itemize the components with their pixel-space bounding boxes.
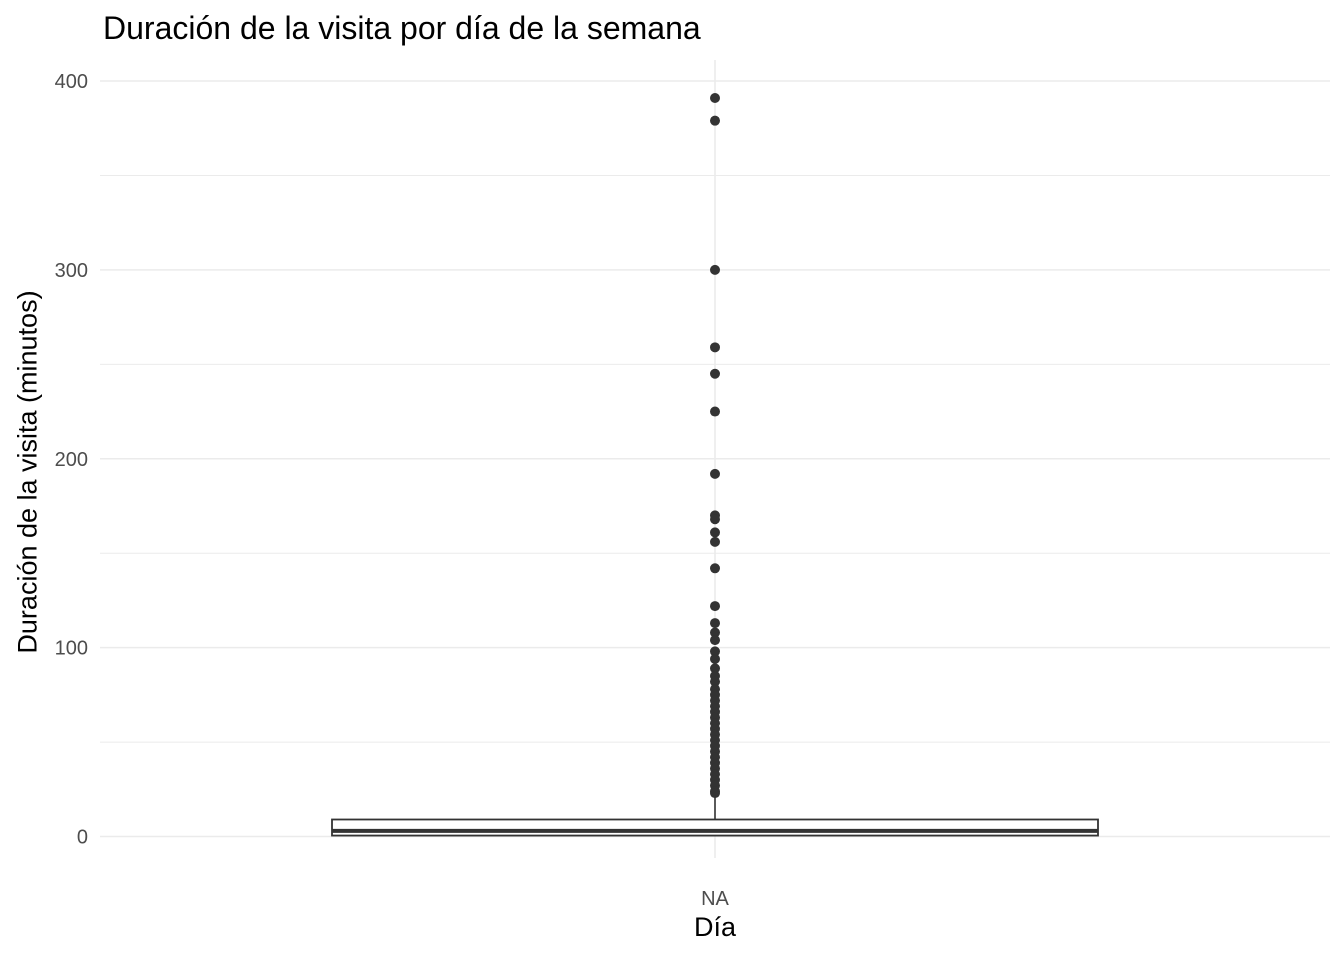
outlier-point	[710, 468, 720, 479]
y-tick-label: 300	[55, 260, 88, 282]
y-tick-label: 0	[77, 827, 88, 849]
outlier-point	[710, 368, 720, 379]
iqr-box	[331, 818, 1099, 837]
outlier-point	[710, 627, 720, 638]
outlier-point	[710, 676, 720, 687]
x-axis-label: Día	[693, 912, 737, 942]
box-elements	[331, 794, 1099, 837]
y-axis-label: Duración de la visita (minutos)	[12, 290, 43, 654]
outlier-point	[710, 635, 720, 646]
y-axis-ticks: 0 100 200 300 400	[55, 71, 88, 849]
outlier-point	[710, 406, 720, 417]
outlier-point	[710, 653, 720, 664]
chart-title: Duración de la visita por día de la sema…	[103, 10, 701, 46]
outlier-point	[710, 646, 720, 657]
outlier-point	[710, 527, 720, 538]
outlier-point	[710, 536, 720, 547]
x-axis-ticks: NA	[701, 888, 729, 910]
outlier-point	[710, 92, 720, 103]
y-tick-label: 200	[55, 449, 88, 471]
outlier-point	[710, 788, 720, 799]
outlier-point	[710, 618, 720, 629]
outlier-point	[710, 663, 720, 674]
outlier-point	[710, 601, 720, 612]
outlier-point	[710, 115, 720, 126]
y-tick-label: 100	[55, 638, 88, 660]
outlier-points	[710, 92, 720, 799]
y-tick-label: 400	[55, 71, 88, 93]
outlier-point	[710, 514, 720, 525]
x-tick-label: NA	[701, 888, 729, 910]
outlier-point	[710, 563, 720, 574]
outlier-point	[710, 342, 720, 353]
outlier-point	[710, 264, 720, 275]
